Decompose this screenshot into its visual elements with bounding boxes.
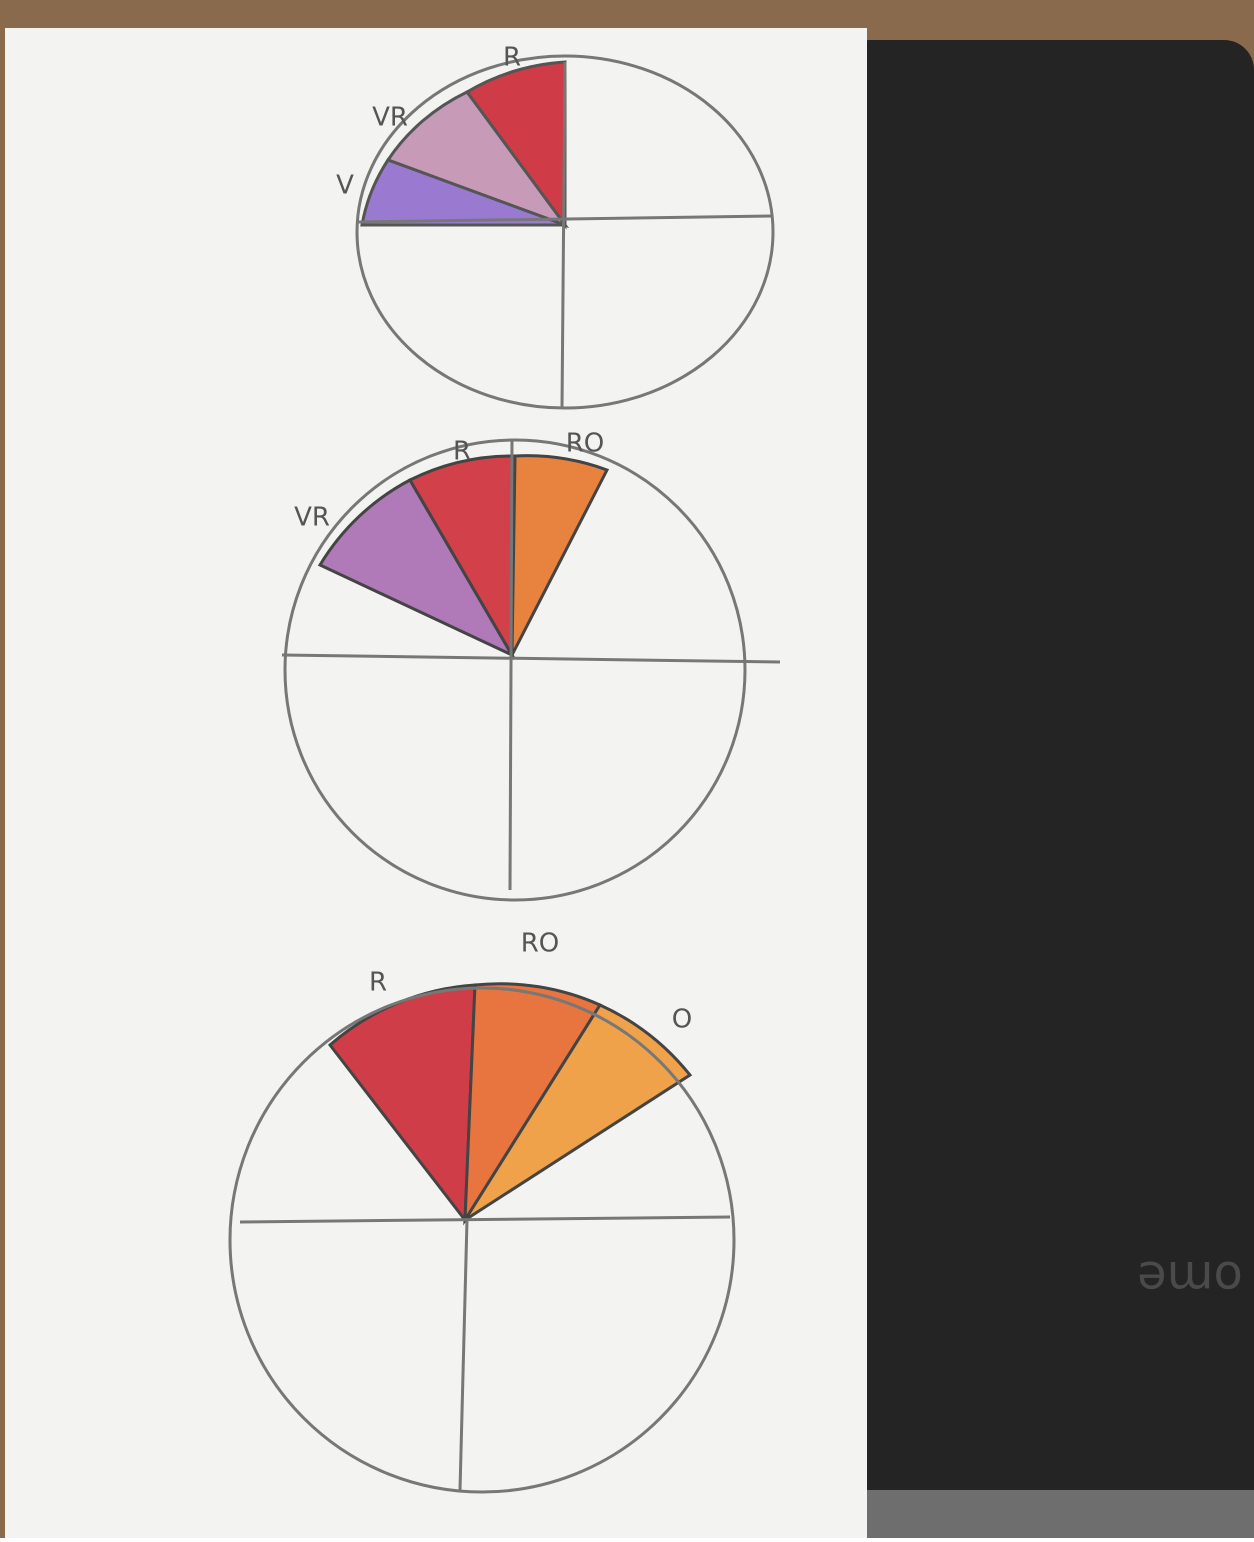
binder <box>840 40 1254 1538</box>
label: V <box>336 171 354 201</box>
binder-edge <box>850 1490 1254 1538</box>
photo: R VR V VR R RO R RO O ome <box>0 0 1254 1538</box>
axis-line <box>510 440 512 890</box>
label: RO <box>566 429 605 459</box>
label: VR <box>294 503 330 533</box>
label: R <box>453 437 471 467</box>
case-logo: ome <box>1137 1250 1243 1306</box>
paper <box>5 28 867 1538</box>
label: O <box>672 1005 692 1035</box>
label: R <box>503 43 521 73</box>
label: R <box>369 968 387 998</box>
label: RO <box>521 929 560 959</box>
label: VR <box>372 103 408 133</box>
